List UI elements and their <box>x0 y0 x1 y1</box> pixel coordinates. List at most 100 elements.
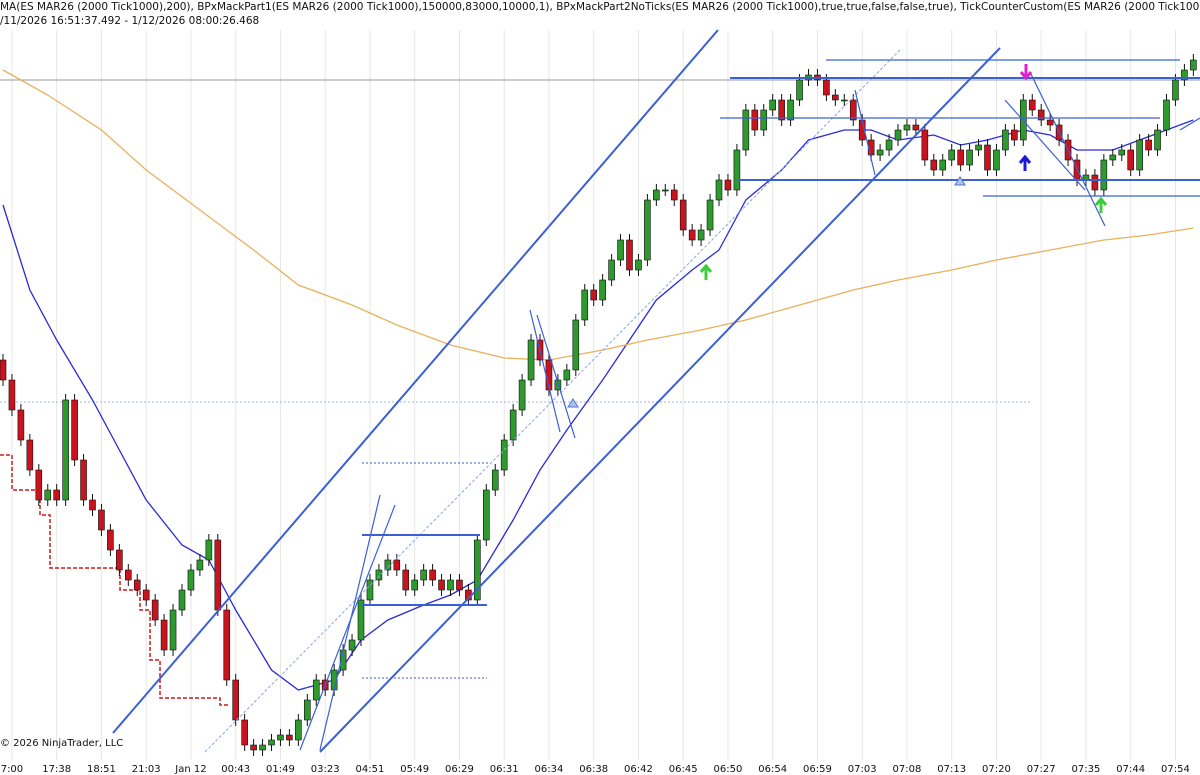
trendline <box>536 314 576 439</box>
candle-body <box>1145 139 1152 151</box>
candle-body <box>0 359 7 381</box>
x-tick-label: 06:59 <box>803 764 832 775</box>
candle-body <box>71 399 78 461</box>
candle-body <box>948 149 956 161</box>
candle-body <box>554 379 562 391</box>
candle-body <box>823 79 830 96</box>
candle-body <box>125 569 132 581</box>
buy-arrow <box>1094 196 1108 213</box>
candle-body <box>268 739 275 746</box>
candle-body <box>670 189 678 201</box>
x-tick-label: 17:38 <box>42 764 71 775</box>
candle-body <box>142 589 150 601</box>
candle-body <box>939 159 947 171</box>
candle-body <box>447 579 454 591</box>
x-tick-label: 00:43 <box>221 764 250 775</box>
candle-body <box>930 159 938 171</box>
candle-body <box>1011 129 1018 141</box>
chart-subtitle: /11/2026 16:51:37.492 - 1/12/2026 08:00:… <box>0 15 259 27</box>
candle-body <box>903 124 911 131</box>
candle-body <box>1037 109 1045 121</box>
x-tick-label: 03:23 <box>311 764 340 775</box>
candle-body <box>98 509 105 531</box>
candle-body <box>975 144 982 151</box>
x-tick-label: 04:51 <box>356 764 385 775</box>
candle-body <box>151 599 159 621</box>
candle-body <box>205 539 213 561</box>
candle-body <box>751 109 759 131</box>
signal-arrow <box>1018 154 1032 171</box>
candle-body <box>697 229 705 241</box>
candle-body <box>1028 99 1036 111</box>
x-tick-label: Jan 12 <box>174 764 206 775</box>
candle-body <box>572 319 580 371</box>
candle-body <box>706 199 714 231</box>
candle-body <box>742 109 750 151</box>
x-tick-label: 06:54 <box>758 764 787 775</box>
candle-body <box>420 569 427 581</box>
marker <box>567 398 579 408</box>
candle-body <box>509 409 517 441</box>
candle-body <box>966 149 973 166</box>
candle-body <box>411 579 419 591</box>
candle-body <box>259 744 266 751</box>
x-tick-label: 7:00 <box>1 764 23 775</box>
copyright: © 2026 NinjaTrader, LLC <box>0 738 123 749</box>
candle-body <box>456 579 463 591</box>
candle-body <box>17 409 25 441</box>
candle-body <box>724 179 732 191</box>
candle-body <box>635 259 642 271</box>
grid <box>11 30 1176 760</box>
x-tick-label: 07:08 <box>893 764 922 775</box>
candle-body <box>303 699 311 721</box>
x-tick-label: 01:49 <box>266 764 295 775</box>
candle-body <box>760 109 768 131</box>
candle-body <box>769 99 777 111</box>
x-tick-label: 06:50 <box>714 764 743 775</box>
x-tick-label: 07:20 <box>982 764 1011 775</box>
candle-body <box>1127 149 1134 171</box>
trendline <box>319 47 1001 753</box>
candle-body <box>214 539 222 611</box>
candle-body <box>286 734 293 741</box>
marker <box>954 176 966 186</box>
x-tick-label: 06:29 <box>445 764 474 775</box>
candle-body <box>840 99 848 102</box>
x-tick-label: 07:27 <box>1027 764 1056 775</box>
candle-body <box>876 149 884 156</box>
candle-body <box>599 279 606 301</box>
candle-body <box>133 579 141 591</box>
candle-body <box>89 499 96 511</box>
candle-body <box>429 569 436 581</box>
candle-body <box>491 469 499 491</box>
x-tick-label: 06:38 <box>579 764 608 775</box>
trendline <box>1004 99 1086 191</box>
candle-body <box>957 149 964 166</box>
candle-body <box>8 379 16 411</box>
candle-body <box>35 469 43 501</box>
candle-body <box>581 289 589 321</box>
candle-body <box>984 144 991 171</box>
candle-body <box>679 199 687 231</box>
x-tick-label: 07:13 <box>937 764 966 775</box>
candle-body <box>366 579 374 601</box>
candle-body <box>787 99 794 121</box>
x-tick-label: 18:51 <box>87 764 116 775</box>
candle-body <box>348 639 356 651</box>
candle-body <box>393 559 401 571</box>
candle-body <box>1190 59 1197 71</box>
x-tick-label: 06:42 <box>624 764 653 775</box>
candle-body <box>1118 149 1126 156</box>
candle-body <box>894 129 902 141</box>
candles <box>0 54 1197 756</box>
candle-body <box>178 589 186 611</box>
candle-body <box>169 609 177 651</box>
candle-body <box>1091 174 1099 191</box>
candle-body <box>62 399 69 501</box>
candle-body <box>375 569 383 581</box>
candle-body <box>921 129 929 161</box>
candle-body <box>107 529 114 551</box>
candle-body <box>688 229 696 241</box>
